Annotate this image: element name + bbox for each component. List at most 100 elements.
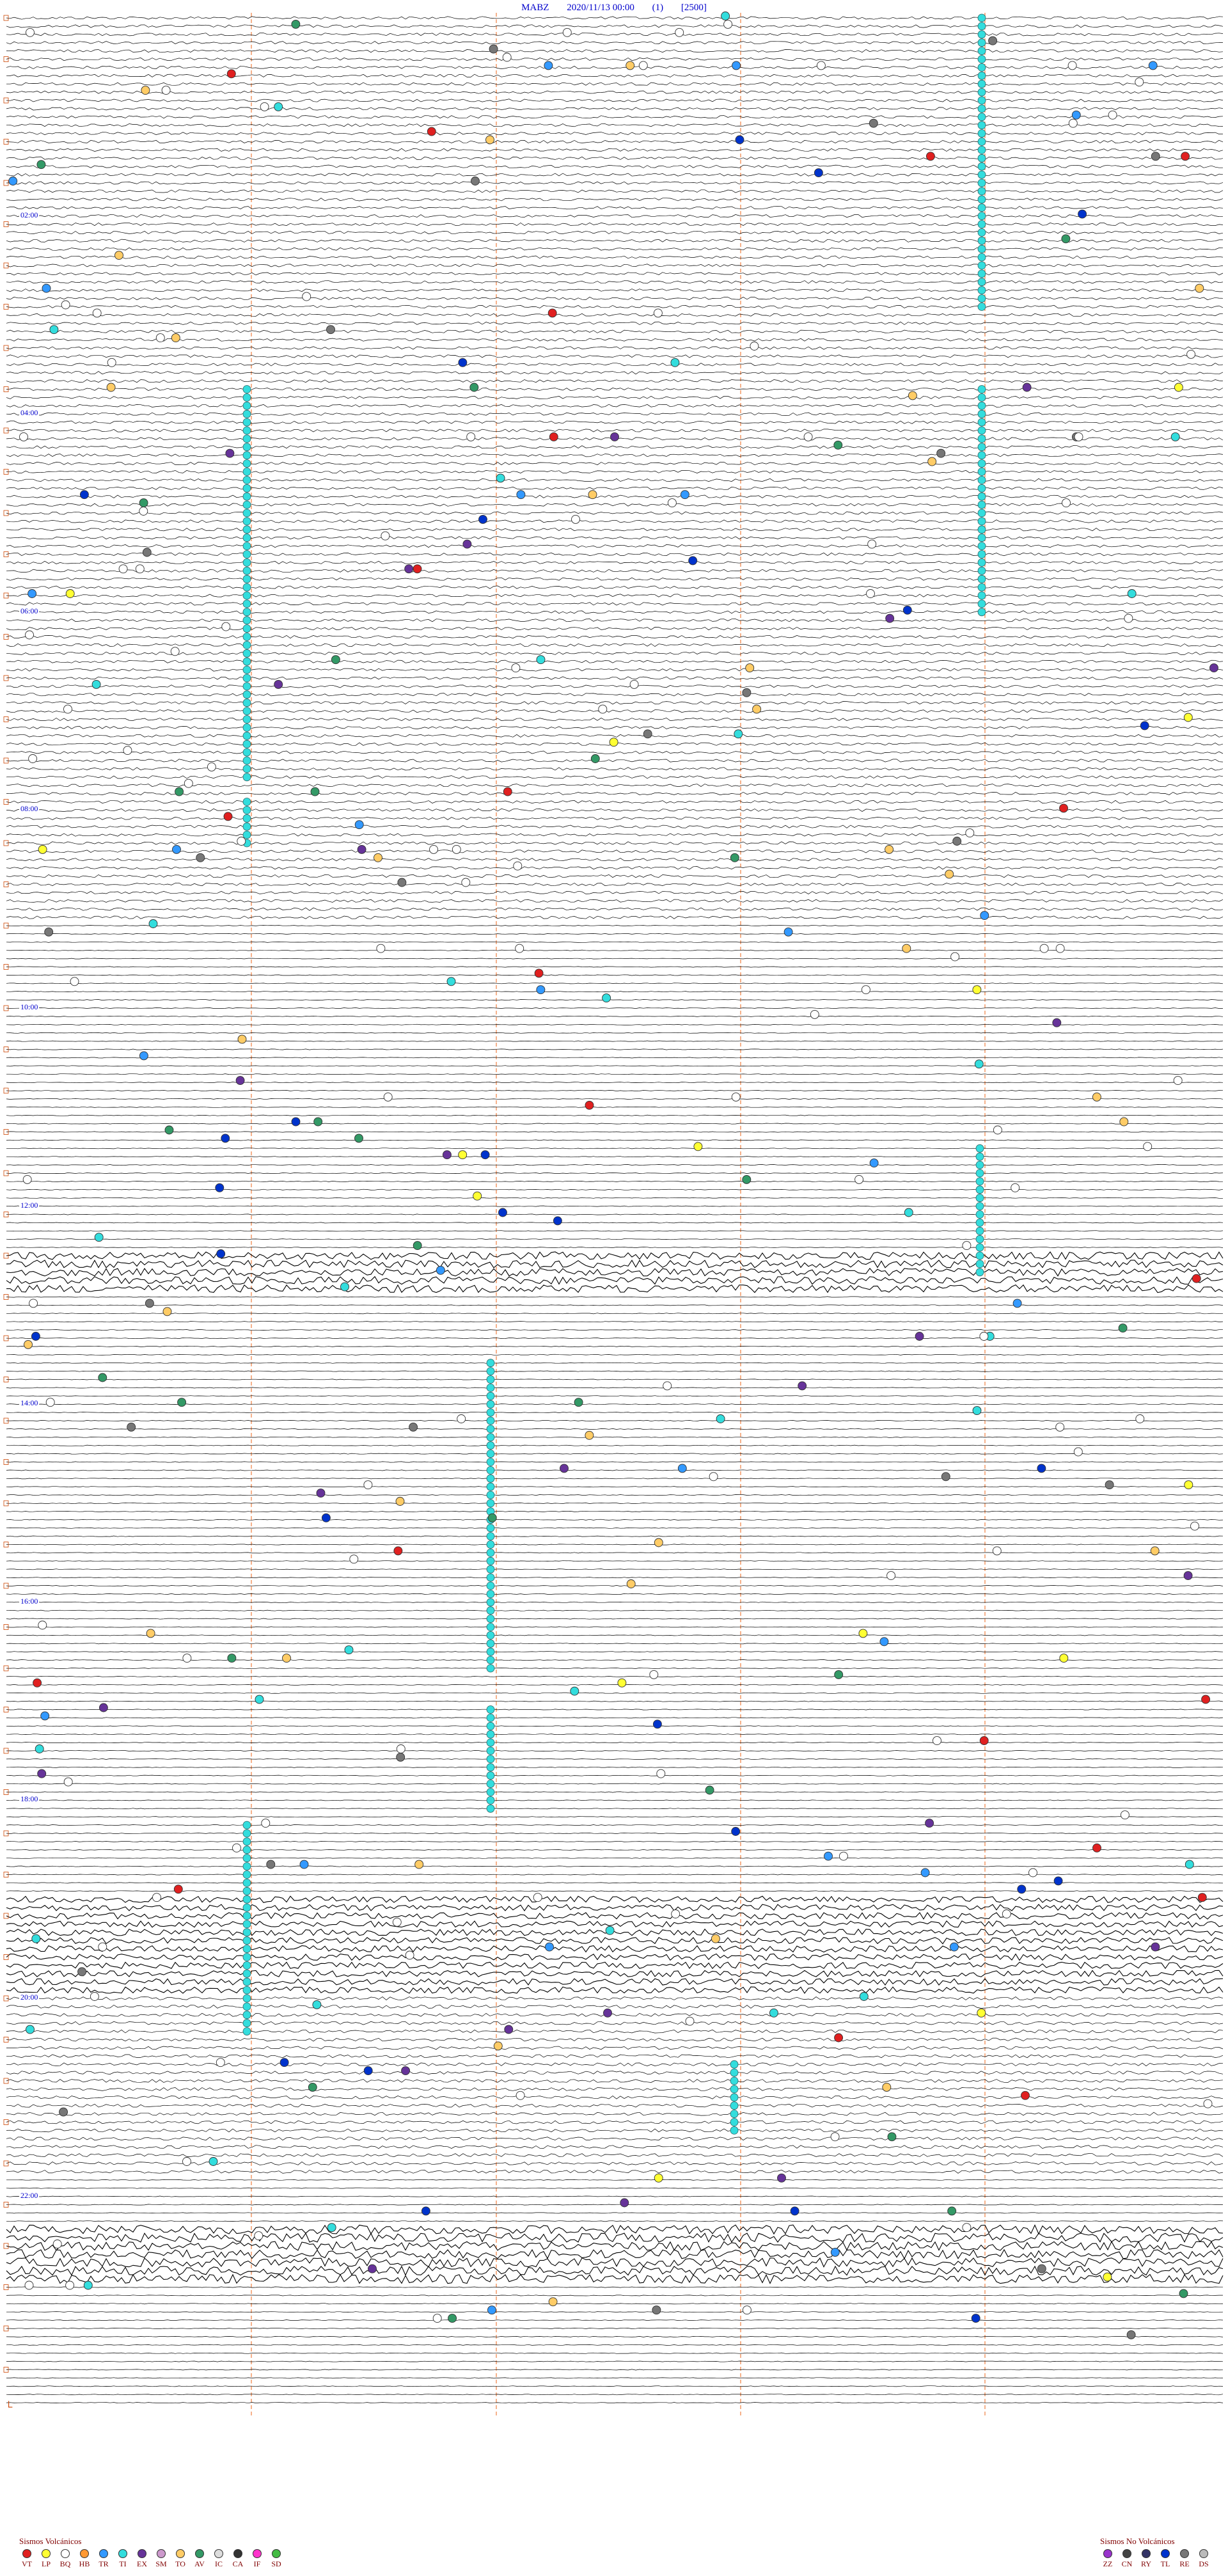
trace-line (6, 660, 1224, 663)
trace-line (6, 684, 1224, 688)
event-marker (515, 944, 524, 953)
event-marker (489, 44, 498, 54)
event-marker (598, 704, 608, 714)
event-marker-ti (977, 409, 986, 418)
event-marker-ti (242, 764, 251, 773)
trace-line (6, 1874, 1224, 1876)
row-tick (3, 1335, 9, 1341)
event-marker-ti (977, 426, 986, 435)
event-marker (980, 911, 989, 921)
trace-line (6, 1412, 1224, 1414)
header-datetime: 2020/11/13 00:00 (567, 3, 634, 13)
trace-line (6, 717, 1224, 722)
event-marker (590, 754, 600, 763)
trace-line (6, 99, 1224, 102)
event-marker (448, 2314, 457, 2323)
event-marker (31, 1332, 40, 1341)
legend-dot (61, 2549, 70, 2558)
event-marker (993, 1125, 1002, 1135)
event-marker (1151, 1942, 1160, 1952)
event-marker (675, 28, 684, 37)
row-tick (3, 634, 9, 640)
event-marker (1127, 589, 1137, 598)
trace-line (6, 1585, 1224, 1586)
legend-label: VT (22, 2559, 32, 2568)
legend-item-ds: DS (1196, 2549, 1211, 2569)
legend-non-volcanic-title: Sismos No Volcánicos (1100, 2536, 1175, 2546)
event-marker (723, 19, 733, 29)
event-marker (196, 853, 205, 862)
trace-line (6, 65, 1224, 69)
event-marker (643, 729, 652, 739)
event-marker (861, 985, 870, 995)
legend-label: ZZ (1103, 2559, 1113, 2568)
event-marker (790, 2206, 799, 2216)
event-marker-ti (977, 228, 986, 237)
event-marker (915, 1332, 924, 1341)
event-marker (830, 2247, 840, 2257)
event-marker (656, 1769, 666, 1778)
event-marker-ti (486, 1615, 495, 1624)
trace-line (6, 1709, 1223, 1711)
trace-line (6, 1634, 1224, 1636)
event-marker (783, 927, 793, 936)
event-marker (266, 1860, 276, 1869)
event-marker-ti (977, 121, 986, 130)
event-marker (626, 61, 635, 70)
legend-dot (253, 2549, 262, 2558)
event-marker-ti (242, 665, 251, 674)
trace-line (6, 1420, 1223, 1421)
legend-label: RY (1140, 2559, 1151, 2568)
event-marker (29, 1299, 38, 1308)
event-marker-ti (977, 434, 986, 443)
row-tick (3, 1707, 9, 1712)
event-marker-ti (242, 566, 251, 575)
event-marker (458, 1150, 468, 1160)
event-marker (480, 1150, 490, 1160)
event-marker-ti (977, 88, 986, 97)
event-marker (127, 1422, 136, 1432)
event-marker (1201, 1695, 1211, 1704)
event-marker (688, 556, 698, 565)
row-tick (3, 1294, 9, 1300)
event-marker (237, 1034, 247, 1044)
event-marker (155, 333, 165, 343)
trace-line (6, 1238, 1224, 1240)
hour-label: 02:00 (19, 210, 40, 220)
scale-label: [2500] (681, 3, 707, 13)
event-marker-ti (977, 476, 986, 484)
event-marker-ti (242, 1878, 251, 1887)
event-marker (553, 1216, 562, 1226)
event-marker-ti (977, 583, 986, 592)
trace-line (6, 379, 1224, 383)
trace-line (6, 181, 1224, 185)
event-marker-ti (486, 1499, 495, 1508)
event-marker-ti (486, 1359, 495, 1368)
trace-line (6, 338, 1224, 342)
trace-line (6, 2295, 1223, 2296)
event-marker-ti (975, 1268, 984, 1277)
event-marker (653, 308, 663, 318)
hour-label: 16:00 (19, 1596, 40, 1606)
event-marker-ti (242, 624, 251, 633)
channel-label: (1) (652, 3, 664, 13)
row-tick (3, 1665, 9, 1671)
event-marker-ti (486, 1664, 495, 1673)
event-marker (383, 1092, 393, 1102)
trace-line (6, 82, 1224, 86)
event-marker-ti (977, 608, 986, 617)
event-marker-ti (242, 773, 251, 782)
event-marker-ti (486, 1590, 495, 1599)
event-marker (544, 61, 553, 70)
event-marker (716, 1414, 725, 1423)
row-tick (3, 97, 9, 104)
event-marker (833, 440, 843, 450)
trace-line (6, 1865, 1224, 1867)
event-marker-ti (486, 1482, 495, 1491)
helicorder-header: MABZ 2020/11/13 00:00 (1) [2500] (0, 0, 1228, 15)
legend-label: AV (194, 2559, 205, 2568)
event-marker (1183, 713, 1193, 722)
event-marker (33, 1678, 42, 1687)
event-marker-ti (977, 509, 986, 518)
trace-line (6, 164, 1223, 168)
